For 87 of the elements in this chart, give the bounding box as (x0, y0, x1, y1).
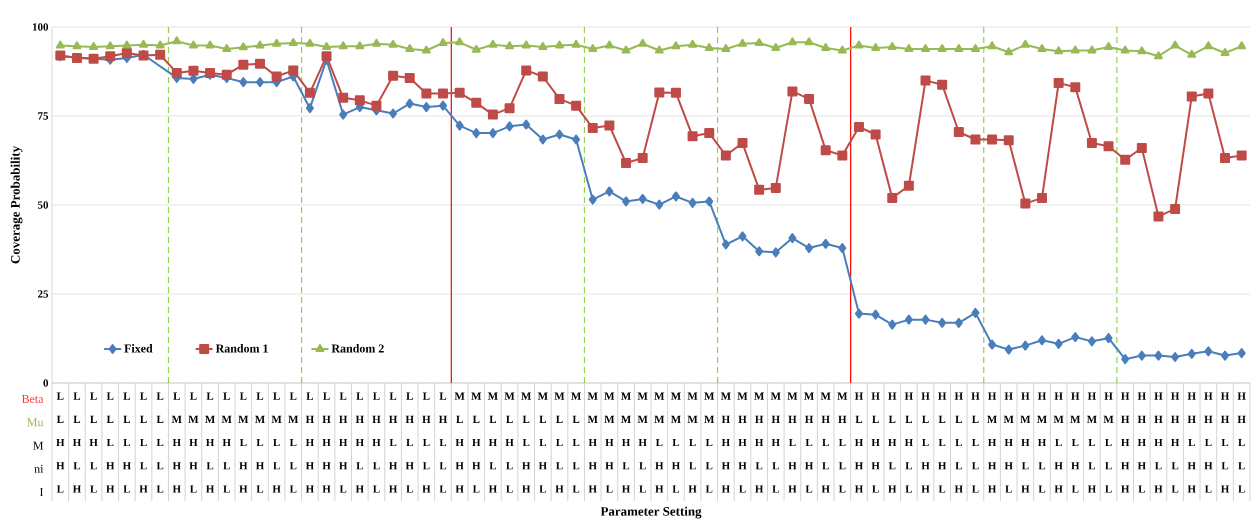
category-label: L L L H L (122, 392, 131, 493)
category-label: H M H H H (987, 392, 997, 493)
category-label: M H H L L (770, 392, 781, 493)
category-label: L M L H L (255, 392, 265, 493)
category-label: L H H L L (372, 392, 381, 493)
category-label: L H H L H (355, 392, 364, 493)
y-tick-label: 50 (37, 201, 49, 209)
category-label: H L H L H (888, 392, 897, 493)
category-label: L L H L L (89, 392, 98, 493)
category-label: H H H L L (1171, 392, 1180, 493)
legend-label: Fixed (124, 344, 153, 353)
y-tick-label: 0 (43, 379, 49, 387)
category-label: H M H L H (1020, 392, 1031, 493)
category-label: H H H H H (1121, 392, 1130, 493)
category-label: L L L L H (139, 392, 148, 493)
category-label: L H L H H (389, 392, 398, 493)
category-label: H H L H L (1204, 392, 1213, 493)
category-label: H H L L L (1237, 392, 1246, 493)
text: Mu (27, 418, 44, 427)
category-label: M M L H L (670, 392, 681, 493)
category-label: L H H H L (339, 392, 348, 493)
category-label: M L H L L (504, 392, 515, 493)
category-label: H H L L H (1220, 392, 1230, 493)
y-axis-title: Coverage Probability (10, 146, 23, 264)
category-label: L L H L H (72, 392, 82, 493)
category-label: M M H L L (637, 392, 648, 493)
category-label: H L H H L (871, 392, 880, 493)
text: M (33, 441, 44, 450)
category-label: M M H H H (587, 392, 598, 493)
category-label: M M H L H (621, 392, 631, 493)
category-label: H M L L L (1103, 392, 1114, 493)
category-label: M H H L H (754, 392, 764, 493)
category-label: H L H H H (854, 392, 864, 493)
category-label: L M L L L (288, 392, 299, 493)
category-label: L H H H H (305, 392, 314, 493)
category-label: M M L L H (687, 392, 698, 493)
category-label: M H L H L (804, 392, 814, 493)
category-label: M L H H L (471, 392, 482, 493)
category-label: L M H H L (188, 392, 199, 493)
category-label: M H L L H (820, 392, 831, 493)
category-label: L M H L H (205, 392, 215, 493)
y-tick-label: 100 (32, 23, 49, 31)
category-label: H M L L H (1086, 392, 1097, 493)
category-label: M L H H H (454, 392, 465, 493)
category-label: M L L L L (571, 392, 581, 493)
category-label: M L L L H (554, 392, 565, 493)
category-label: L M H H H (171, 392, 182, 493)
category-label: L H L L H (422, 392, 431, 493)
category-label: H L L L H (954, 392, 963, 493)
category-label: M H L L L (837, 392, 848, 493)
category-label: H M L H H (1053, 392, 1064, 493)
text: Parameter Setting (600, 506, 702, 519)
text: Beta (21, 395, 44, 403)
text: I (39, 488, 44, 497)
category-label: M H L H H (787, 392, 798, 493)
legend-label: Random 2 (331, 344, 384, 353)
category-label: M L L H L (537, 392, 548, 493)
category-label: L H L L L (438, 392, 448, 493)
category-label: L M L H H (238, 392, 249, 493)
category-label: M H H H L (737, 392, 748, 493)
category-label: M M H H L (604, 392, 615, 493)
y-tick-label: 75 (38, 112, 49, 120)
category-label: M L H L H (487, 392, 498, 493)
category-label: M L L H H (521, 392, 532, 493)
category-label: L L L L L (156, 392, 164, 493)
category-label: H H H H L (1137, 392, 1146, 493)
category-label: H H L H H (1187, 392, 1196, 493)
category-label: L H H H H (322, 392, 331, 493)
category-label: L M H L L (221, 392, 232, 493)
category-label: M M L H H (654, 392, 665, 493)
category-label: H M H L L (1037, 392, 1047, 493)
category-label: L L H H L (56, 392, 65, 493)
legend-label: Random 1 (215, 344, 268, 353)
category-label: H M L H L (1070, 392, 1081, 493)
category-label: H L L L L (971, 392, 980, 493)
category-label: H L L H L (938, 392, 947, 493)
category-label: H M H H L (1003, 392, 1014, 493)
category-label: H L H L L (904, 392, 913, 493)
category-label: L M L L H (271, 392, 282, 493)
y-tick-label: 25 (37, 290, 49, 298)
category-label: H L L H H (921, 392, 930, 493)
category-label: M M L L L (704, 392, 715, 493)
category-label: H H H L H (1154, 392, 1163, 493)
category-label: M H H H H (720, 392, 731, 493)
category-label: L H L H L (405, 392, 414, 493)
category-label: L L L H H (106, 392, 115, 493)
text: ni (34, 464, 44, 473)
